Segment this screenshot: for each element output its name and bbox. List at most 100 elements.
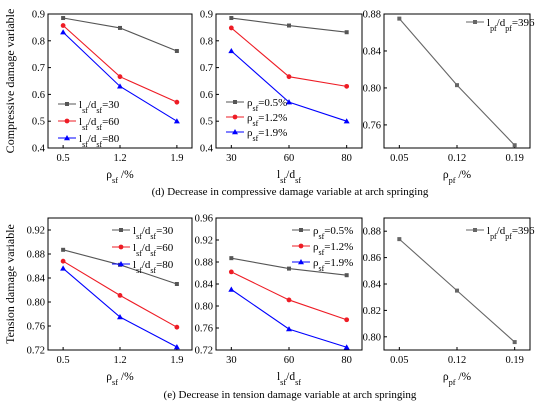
legend-marker [232, 129, 238, 135]
legend-label: lsf/dsf=30 [79, 99, 120, 115]
y-tick-label: 0.6 [200, 90, 213, 101]
y-tick-label: 0.6 [32, 90, 45, 101]
y-tick-label: 0.88 [27, 250, 45, 261]
chart-e-mid: 0.72 0.76 0.80 0.84 0.88 0.92 0.96 30 60 80 lsf/ds… [195, 214, 363, 387]
legend-label: lsf/dsf=80 [133, 259, 174, 275]
y-tick-label: 0.84 [363, 280, 382, 291]
legend-marker [473, 20, 477, 24]
series-line [62, 25, 178, 103]
data-point [344, 317, 350, 323]
x-axis-label: ρpf /% [443, 169, 472, 185]
y-tick-label: 0.5 [32, 117, 45, 128]
series-2: lsf/dsf=80 [58, 29, 180, 149]
x-axis-label: lsf/dsf [277, 371, 301, 387]
y-tick-label: 0.8 [32, 36, 45, 47]
data-point [229, 16, 234, 21]
x-tick-label: 0.19 [505, 355, 523, 366]
legend-marker [473, 228, 477, 232]
y-tick-label: 0.80 [27, 298, 45, 309]
y-tick-label: 0.92 [27, 226, 45, 237]
data-point [173, 344, 180, 350]
legend-marker [233, 100, 237, 104]
data-point [174, 324, 180, 330]
y-tick-label: 0.9 [32, 10, 45, 21]
data-point [344, 30, 349, 35]
legend-marker [298, 259, 304, 265]
data-point [344, 83, 350, 89]
legend-marker [64, 135, 70, 141]
data-point [60, 23, 66, 28]
series-2: lsf/dsf=80 [60, 259, 180, 350]
legend-marker [119, 228, 123, 232]
series-2: ρsf=1.9% [226, 47, 350, 143]
x-tick-label: 0.12 [448, 355, 466, 366]
y-tick-label: 0.80 [195, 302, 213, 313]
y-tick-label: 0.84 [27, 274, 46, 285]
data-point [117, 74, 123, 80]
x-tick-label: 0.5 [57, 355, 70, 366]
series-line [63, 17, 178, 52]
caption-e: (e) Decrease in tension damage variable … [164, 389, 417, 401]
data-point [286, 326, 292, 332]
y-tick-label: 0.84 [363, 46, 382, 57]
plot-frame [47, 13, 193, 149]
y-tick-label: 0.72 [27, 346, 45, 357]
x-tick-label: 0.5 [57, 153, 70, 164]
data-point [228, 269, 234, 275]
series-line [62, 267, 178, 348]
y-tick-label: 0.72 [195, 346, 213, 357]
x-tick-label: 30 [226, 153, 237, 164]
series-2: ρsf=1.9% [228, 257, 353, 350]
y-tick-label: 0.86 [363, 253, 381, 264]
series-0: lpf/dpf=396 [397, 16, 535, 148]
y-tick-label: 0.76 [195, 324, 213, 335]
data-point [512, 340, 517, 345]
chart-e-right: 0.80 0.82 0.84 0.86 0.88 0.05 0.12 0.19 ρpf /% lp… [363, 217, 535, 387]
data-point [286, 297, 292, 303]
legend-label: ρsf=1.9% [313, 257, 353, 273]
legend-marker [298, 243, 304, 249]
x-axis-label: lsf/dsf [277, 169, 301, 185]
data-point [228, 25, 234, 31]
y-tick-label: 0.76 [27, 322, 45, 333]
y-tick-label: 0.8 [200, 36, 213, 47]
legend-label: ρsf=1.2% [313, 241, 353, 257]
y-tick-label: 0.80 [363, 332, 381, 343]
series-1: lsf/dsf=60 [60, 242, 180, 330]
y-tick-label: 0.5 [200, 117, 213, 128]
legend-marker [118, 261, 124, 267]
series-line [398, 18, 516, 146]
data-point [397, 16, 402, 21]
legend-label: lpf/dpf=396 [487, 17, 535, 33]
series-0: lsf/dsf=30 [58, 16, 179, 115]
data-point [61, 16, 66, 21]
data-point [343, 118, 350, 124]
x-tick-label: 1.2 [113, 355, 126, 366]
x-tick-label: 0.05 [390, 153, 408, 164]
y-tick-label: 0.7 [32, 63, 45, 74]
data-point [118, 25, 122, 30]
data-point [512, 143, 517, 148]
x-tick-label: 1.9 [170, 355, 183, 366]
data-point [344, 273, 349, 278]
y-tick-label: 0.7 [200, 63, 213, 74]
y-axis-label: Tension damage variable [3, 224, 17, 344]
data-point [286, 99, 292, 105]
y-axis-label: Compressive damage variable [3, 9, 17, 154]
y-tick-label: 0.88 [363, 10, 381, 21]
data-point [287, 23, 291, 28]
y-tick-label: 0.92 [195, 236, 213, 247]
data-point [117, 314, 123, 320]
series-line [230, 50, 347, 122]
y-tick-label: 0.80 [363, 83, 381, 94]
plot-frame [47, 217, 193, 351]
y-tick-label: 0.76 [363, 120, 381, 131]
series-0: lpf/dpf=396 [397, 225, 535, 345]
y-tick-label: 0.82 [363, 306, 381, 317]
x-tick-label: 1.2 [113, 153, 126, 164]
legend-marker [299, 228, 303, 232]
legend-label: lsf/dsf=30 [133, 225, 174, 241]
legend-marker [232, 114, 238, 120]
x-tick-label: 0.19 [505, 153, 523, 164]
series-0: lsf/dsf=30 [61, 225, 179, 286]
